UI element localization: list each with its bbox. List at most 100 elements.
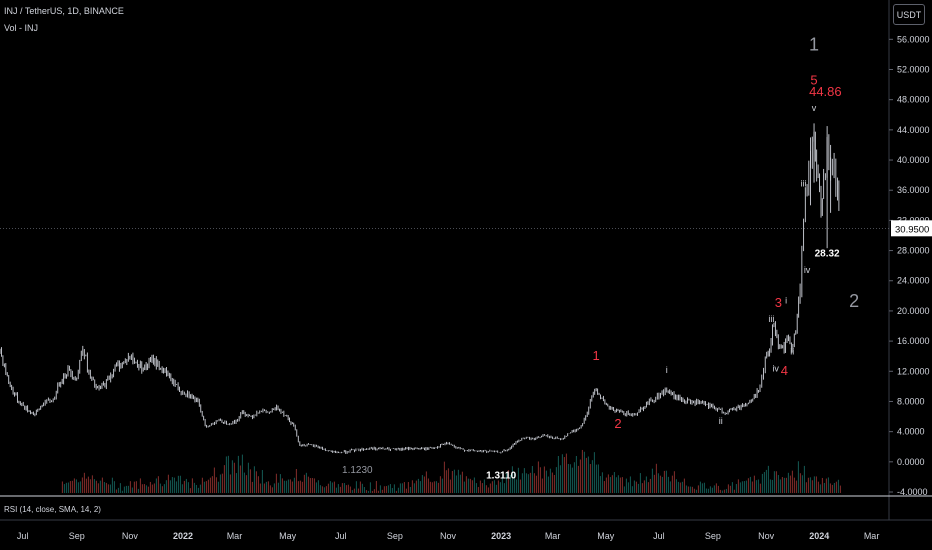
volume-bar bbox=[787, 472, 789, 493]
volume-bar bbox=[645, 476, 647, 493]
volume-bar bbox=[521, 473, 523, 493]
volume-bar bbox=[509, 474, 511, 493]
volume-bar bbox=[399, 483, 401, 493]
volume-bar bbox=[287, 479, 289, 493]
volume-bar bbox=[77, 482, 79, 493]
volume-bar bbox=[801, 475, 803, 493]
volume-bar bbox=[469, 478, 471, 493]
volume-bar bbox=[165, 480, 167, 493]
volume-bar bbox=[781, 477, 783, 493]
volume-bar bbox=[563, 457, 565, 493]
time-tick-label: Sep bbox=[69, 531, 85, 541]
volume-bar bbox=[175, 481, 177, 493]
volume-bar bbox=[159, 483, 161, 493]
volume-bar bbox=[659, 475, 661, 493]
price-tick-label: 36.0000 bbox=[897, 185, 930, 195]
price-tick-label: 40.0000 bbox=[897, 155, 930, 165]
volume-bar bbox=[827, 477, 829, 493]
volume-bar bbox=[141, 484, 143, 493]
wave-label: ii bbox=[790, 347, 794, 357]
volume-bar bbox=[331, 482, 333, 493]
volume-bar bbox=[227, 455, 229, 493]
volume-bars bbox=[61, 449, 841, 493]
volume-bar bbox=[481, 483, 483, 493]
volume-bar bbox=[317, 480, 319, 493]
volume-bar bbox=[739, 482, 741, 493]
volume-bar bbox=[105, 482, 107, 493]
volume-bar bbox=[557, 456, 559, 493]
volume-bar bbox=[605, 477, 607, 493]
volume-bar bbox=[283, 480, 285, 493]
volume-bar bbox=[71, 480, 73, 493]
volume-bar bbox=[701, 483, 703, 493]
volume-bar bbox=[533, 473, 535, 493]
volume-bar bbox=[673, 471, 675, 493]
volume-bar bbox=[761, 473, 763, 493]
volume-bar bbox=[213, 467, 215, 493]
volume-bar bbox=[145, 485, 147, 493]
volume-bar bbox=[695, 489, 697, 493]
volume-bar bbox=[451, 471, 453, 493]
volume-bar bbox=[333, 481, 335, 493]
volume-bar bbox=[707, 488, 709, 493]
currency-button[interactable]: USDT bbox=[893, 4, 925, 25]
volume-bar bbox=[809, 477, 811, 493]
volume-bar bbox=[377, 490, 379, 493]
volume-bar bbox=[83, 472, 85, 493]
volume-bar bbox=[785, 477, 787, 493]
volume-bar bbox=[589, 464, 591, 493]
volume-bar bbox=[143, 484, 145, 493]
volume-indicator-label: Vol - INJ bbox=[4, 23, 39, 33]
volume-bar bbox=[559, 465, 561, 493]
volume-bar bbox=[505, 473, 507, 493]
volume-bar bbox=[133, 481, 135, 493]
volume-bar bbox=[179, 475, 181, 493]
volume-bar bbox=[241, 454, 243, 493]
volume-bar bbox=[297, 481, 299, 493]
current-price-badge bbox=[891, 220, 932, 237]
volume-bar bbox=[699, 481, 701, 493]
volume-bar bbox=[155, 478, 157, 493]
wave-label: i bbox=[785, 295, 787, 305]
volume-bar bbox=[97, 483, 99, 493]
volume-bar bbox=[373, 489, 375, 493]
volume-bar bbox=[629, 476, 631, 493]
volume-bar bbox=[449, 479, 451, 493]
volume-bar bbox=[87, 476, 89, 493]
volume-bar bbox=[375, 481, 377, 493]
volume-bar bbox=[547, 476, 549, 493]
volume-bar bbox=[327, 483, 329, 493]
volume-bar bbox=[655, 463, 657, 493]
volume-bar bbox=[69, 481, 71, 493]
volume-bar bbox=[249, 469, 251, 493]
volume-bar bbox=[595, 464, 597, 493]
volume-bar bbox=[81, 477, 83, 493]
price-series bbox=[0, 123, 840, 454]
volume-bar bbox=[115, 489, 117, 493]
volume-bar bbox=[455, 475, 457, 493]
volume-bar bbox=[447, 468, 449, 493]
volume-bar bbox=[343, 483, 345, 493]
volume-bar bbox=[577, 465, 579, 493]
volume-bar bbox=[709, 486, 711, 493]
current-price-label: 30.9500 bbox=[895, 224, 929, 235]
wave-label: iv bbox=[772, 363, 779, 373]
volume-bar bbox=[147, 486, 149, 493]
volume-bar bbox=[253, 466, 255, 493]
volume-bar bbox=[427, 478, 429, 493]
volume-bar bbox=[319, 485, 321, 493]
volume-bar bbox=[473, 477, 475, 493]
volume-bar bbox=[431, 482, 433, 493]
volume-bar bbox=[775, 471, 777, 493]
volume-bar bbox=[345, 485, 347, 493]
volume-bar bbox=[749, 476, 751, 493]
volume-bar bbox=[361, 483, 363, 493]
volume-bar bbox=[383, 486, 385, 493]
volume-bar bbox=[407, 482, 409, 493]
volume-bar bbox=[689, 486, 691, 493]
volume-bar bbox=[371, 490, 373, 493]
volume-bar bbox=[457, 469, 459, 493]
volume-bar bbox=[203, 481, 205, 493]
